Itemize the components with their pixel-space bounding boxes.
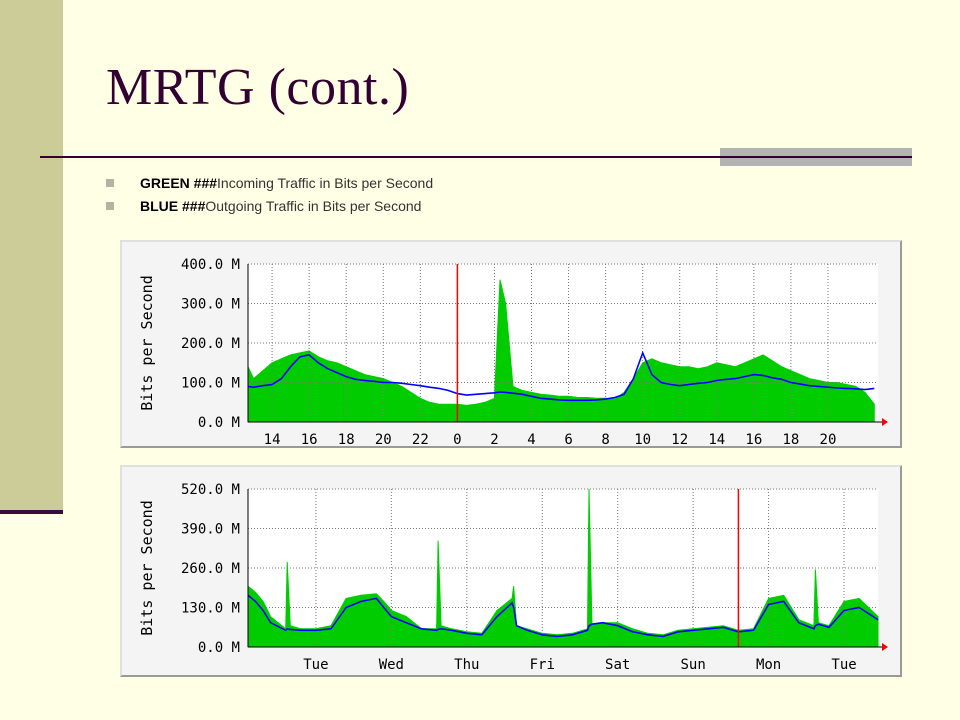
x-tick-label: Wed — [379, 657, 404, 673]
x-tick-label: Thu — [454, 657, 479, 673]
x-tick-label: 20 — [375, 432, 392, 446]
x-tick-label: 10 — [634, 432, 651, 446]
x-tick-label: 4 — [527, 432, 535, 446]
series-outgoing-line — [247, 350, 875, 402]
daily-traffic-chart-svg: 0.0 M 100.0 M 200.0 M 300.0 M 400.0 M 14 16 18 2… — [138, 257, 888, 446]
slide-title: MRTG (cont.) — [106, 59, 410, 116]
x-axis-arrow — [882, 418, 888, 426]
x-tick-label: 14 — [708, 432, 725, 446]
bullet-outgoing: BLUE ###Outgoing Traffic in Bits per Sec… — [106, 197, 433, 220]
square-bullet-icon — [106, 179, 114, 187]
bullet-text: Incoming Traffic in Bits per Second — [217, 175, 434, 191]
weekly-traffic-chart: 0.0 M 130.0 M 260.0 M 390.0 M 520.0 M Tue Wed T… — [120, 465, 902, 677]
y-tick-label: 100.0 M — [181, 376, 240, 392]
x-tick-label: 18 — [338, 432, 355, 446]
side-accent-bar-end — [0, 510, 63, 514]
bullet-incoming: GREEN ###Incoming Traffic in Bits per Se… — [106, 174, 433, 197]
x-tick-label: 8 — [601, 432, 609, 446]
x-tick-label: Tue — [303, 657, 328, 673]
x-tick-label: 16 — [301, 432, 318, 446]
x-tick-label: 2 — [490, 432, 498, 446]
x-tick-label: 14 — [264, 432, 281, 446]
x-tick-label: 16 — [745, 432, 762, 446]
x-tick-label: 12 — [671, 432, 688, 446]
x-tick-label: 0 — [453, 432, 461, 446]
y-tick-label: 0.0 M — [198, 640, 240, 656]
bullet-strong: BLUE ### — [140, 198, 206, 214]
x-tick-label: Tue — [831, 657, 856, 673]
y-tick-label: 130.0 M — [181, 601, 240, 617]
side-accent-bar — [0, 0, 63, 512]
bullet-strong: GREEN ### — [140, 175, 218, 191]
y-tick-label: 0.0 M — [198, 415, 240, 431]
title-underline-accent — [720, 148, 912, 166]
x-tick-label: 18 — [782, 432, 799, 446]
series-incoming-area — [247, 488, 879, 648]
bullet-text: Outgoing Traffic in Bits per Second — [205, 198, 422, 214]
y-tick-label: 200.0 M — [181, 336, 240, 352]
y-tick-label: 300.0 M — [181, 297, 240, 313]
x-tick-label: Sun — [681, 657, 706, 673]
x-axis-arrow — [882, 643, 888, 651]
square-bullet-icon — [106, 202, 114, 210]
x-tick-label: 6 — [564, 432, 572, 446]
bullet-list: GREEN ###Incoming Traffic in Bits per Se… — [106, 174, 433, 220]
y-tick-label: 400.0 M — [181, 257, 240, 273]
title-underline — [40, 156, 912, 158]
y-tick-label: 390.0 M — [181, 522, 240, 538]
x-tick-label: Fri — [530, 657, 555, 673]
series-outgoing-line — [247, 594, 879, 638]
x-tick-label: Sat — [605, 657, 630, 673]
y-tick-label: 260.0 M — [181, 561, 240, 577]
x-tick-label: Mon — [756, 657, 781, 673]
weekly-traffic-chart-svg: 0.0 M 130.0 M 260.0 M 390.0 M 520.0 M Tue Wed T… — [138, 482, 888, 673]
daily-traffic-chart: 0.0 M 100.0 M 200.0 M 300.0 M 400.0 M 14 16 18 2… — [120, 240, 902, 448]
y-axis-title: Bits per Second — [138, 275, 156, 410]
x-tick-label: 22 — [412, 432, 429, 446]
y-tick-label: 520.0 M — [181, 482, 240, 498]
x-tick-label: 20 — [820, 432, 837, 446]
y-axis-title: Bits per Second — [138, 500, 156, 635]
